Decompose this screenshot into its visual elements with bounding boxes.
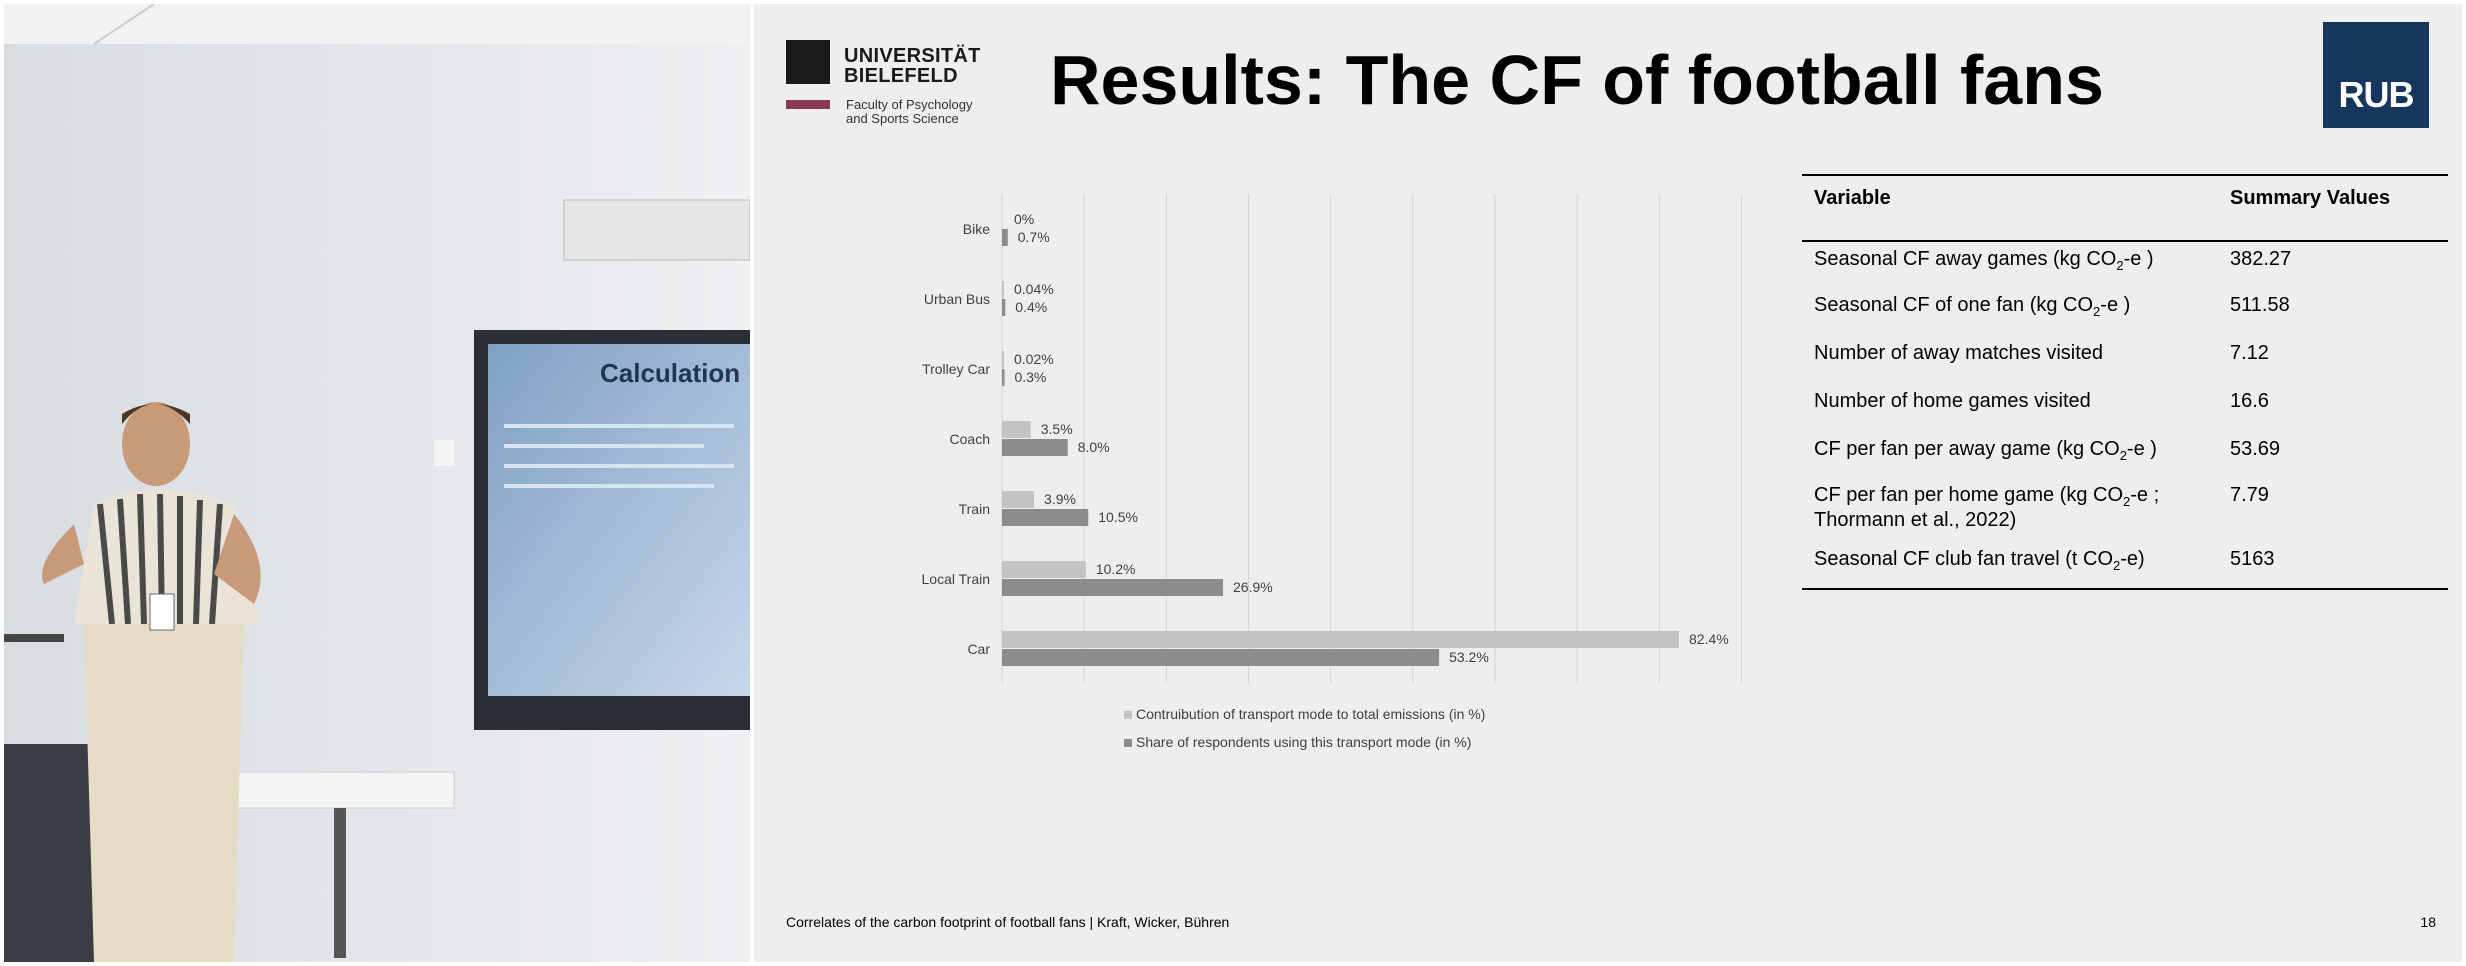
table-row: Seasonal CF club fan travel (t CO2-e) 516… xyxy=(1802,544,2448,588)
university-logo-bar xyxy=(786,100,830,109)
variable-suffix: -e ) xyxy=(2100,294,2131,316)
bar-respondents xyxy=(1002,229,1008,246)
table-row: Number of home games visited 16.6 xyxy=(1802,384,2448,432)
bar-emissions xyxy=(1002,281,1004,298)
category-label: Bike xyxy=(963,221,990,237)
variable-text: Seasonal CF club fan travel (t CO xyxy=(1814,548,2114,570)
variable-subscript: 2 xyxy=(2093,304,2101,319)
category-label: Local Train xyxy=(922,571,990,587)
category-label: Urban Bus xyxy=(924,291,990,307)
university-logo-line2: BIELEFELD xyxy=(844,65,958,87)
bar-value-label: 0.4% xyxy=(1015,299,1047,315)
variable-text: CF per fan per away game (kg CO xyxy=(1814,438,2120,460)
table-cell-variable: Seasonal CF club fan travel (t CO2-e) xyxy=(1802,548,2222,573)
bar-respondents xyxy=(1002,369,1005,386)
bar-respondents xyxy=(1002,439,1068,456)
table-cell-variable: CF per fan per away game (kg CO2-e ) xyxy=(1802,438,2222,463)
bar-value-label: 53.2% xyxy=(1449,649,1489,665)
bar-respondents xyxy=(1002,509,1089,526)
table-cell-value: 7.79 xyxy=(2230,484,2269,506)
category-label: Coach xyxy=(950,431,990,447)
bar-value-label: 82.4% xyxy=(1689,631,1729,647)
bar-value-label: 3.9% xyxy=(1044,491,1076,507)
bar-emissions xyxy=(1002,491,1035,508)
slide-title: Results: The CF of football fans xyxy=(1050,41,2104,119)
table-cell-value: 7.12 xyxy=(2230,342,2269,364)
variable-text: CF per fan per home game (kg CO xyxy=(1814,484,2124,506)
variable-text: Seasonal CF of one fan (kg CO xyxy=(1814,294,2094,316)
variable-line2: Thormann et al., 2022) xyxy=(1814,509,2017,531)
category-label: Trolley Car xyxy=(922,361,990,377)
rub-logo: RUB xyxy=(2323,22,2429,128)
bar-emissions xyxy=(1002,561,1086,578)
faculty-line1: Faculty of Psychology xyxy=(846,97,973,112)
table-cell-variable: CF per fan per home game (kg CO2-e ; Thor… xyxy=(1802,484,2222,532)
bar-value-label: 10.2% xyxy=(1096,561,1136,577)
table-header-row: Variable Summary Values xyxy=(1802,176,2448,242)
table-cell-variable: Number of home games visited xyxy=(1802,390,2222,413)
bar-value-label: 0.3% xyxy=(1014,369,1046,385)
category-label: Train xyxy=(959,501,990,517)
table-row: Seasonal CF of one fan (kg CO2-e ) 511.58 xyxy=(1802,288,2448,336)
university-logo-mark xyxy=(786,40,830,84)
table-row: Number of away matches visited 7.12 xyxy=(1802,336,2448,384)
bar-value-label: 26.9% xyxy=(1233,579,1273,595)
legend-swatch xyxy=(1124,739,1132,747)
legend-label: Share of respondents using this transpor… xyxy=(1136,734,1471,750)
slide-footer: Correlates of the carbon footprint of fo… xyxy=(786,914,1230,930)
variable-subscript: 2 xyxy=(2113,558,2121,573)
category-label: Car xyxy=(967,641,990,657)
table-header-values: Summary Values xyxy=(2230,187,2391,209)
table-cell-value: 511.58 xyxy=(2230,294,2290,316)
legend-label: Contruibution of transport mode to total… xyxy=(1136,706,1485,722)
table-cell-value: 53.69 xyxy=(2230,438,2281,460)
bar-value-label: 8.0% xyxy=(1078,439,1110,455)
university-logo-line1: UNIVERSITÄT xyxy=(844,45,981,67)
table-body: Seasonal CF away games (kg CO2-e ) 382.27… xyxy=(1802,242,2448,588)
bar-value-label: 0% xyxy=(1014,211,1034,227)
table-cell-value: 16.6 xyxy=(2230,390,2269,412)
variable-text: Number of away matches visited xyxy=(1814,342,2104,364)
bar-value-label: 0.04% xyxy=(1014,281,1054,297)
variable-subscript: 2 xyxy=(2116,258,2124,273)
transport-mode-chart: Bike 0% 0.7% Urban Bus 0.04% 0.4% Trolley Car 0… xyxy=(922,194,1742,750)
summary-table: Variable Summary Values Seasonal CF away… xyxy=(1802,174,2448,590)
variable-subscript: 2 xyxy=(2119,448,2127,463)
page-number: 18 xyxy=(2420,914,2436,930)
variable-suffix: -e ) xyxy=(2126,438,2157,460)
bar-value-label: 0.7% xyxy=(1018,229,1050,245)
bar-respondents xyxy=(1002,299,1006,316)
bar-emissions xyxy=(1002,351,1004,368)
legend-swatch xyxy=(1124,711,1132,719)
variable-suffix: -e) xyxy=(2120,548,2145,570)
table-row: CF per fan per home game (kg CO2-e ; Thor… xyxy=(1802,480,2448,544)
bar-emissions xyxy=(1002,631,1679,648)
bar-respondents xyxy=(1002,579,1224,596)
bar-emissions xyxy=(1002,421,1031,438)
table-row: CF per fan per away game (kg CO2-e ) 53.6… xyxy=(1802,432,2448,480)
variable-suffix: -e ) xyxy=(2123,248,2154,270)
bar-respondents xyxy=(1002,649,1440,666)
projected-screen-title: Calculation xyxy=(600,358,740,388)
bar-value-label: 10.5% xyxy=(1098,509,1138,525)
faculty-line2: and Sports Science xyxy=(846,111,959,126)
presenter-photo-drawing: Calculation xyxy=(4,4,750,962)
table-cell-variable: Seasonal CF away games (kg CO2-e ) xyxy=(1802,248,2222,273)
variable-suffix: -e ; xyxy=(2130,484,2160,506)
table-header-variable: Variable xyxy=(1814,187,1891,209)
presenter-photo: Calculation xyxy=(4,4,750,962)
table-row: Seasonal CF away games (kg CO2-e ) 382.27 xyxy=(1802,242,2448,288)
variable-text: Number of home games visited xyxy=(1814,390,2091,412)
bar-value-label: 3.5% xyxy=(1041,421,1073,437)
table-cell-value: 5163 xyxy=(2230,548,2275,570)
table-cell-variable: Number of away matches visited xyxy=(1802,342,2222,365)
table-cell-variable: Seasonal CF of one fan (kg CO2-e ) xyxy=(1802,294,2222,319)
variable-subscript: 2 xyxy=(2123,494,2131,509)
bar-value-label: 0.02% xyxy=(1014,351,1054,367)
presentation-slide: UNIVERSITÄT BIELEFELD Faculty of Psychol… xyxy=(754,4,2462,962)
variable-text: Seasonal CF away games (kg CO xyxy=(1814,248,2117,270)
table-cell-value: 382.27 xyxy=(2230,248,2292,270)
